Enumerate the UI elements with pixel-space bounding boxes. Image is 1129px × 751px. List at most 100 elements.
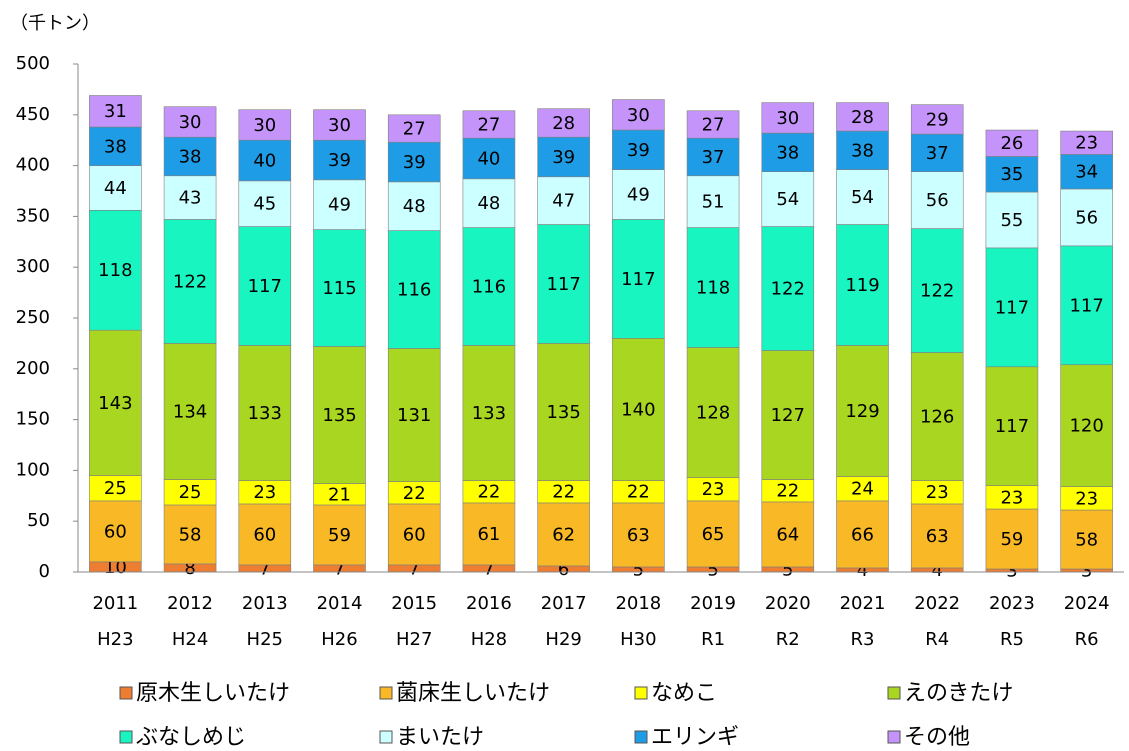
data-label: 47 — [552, 191, 575, 212]
bar-segment — [985, 247, 1039, 368]
data-label: 30 — [179, 112, 202, 133]
bar-segment — [537, 502, 590, 567]
bar-segment — [612, 502, 665, 568]
x-tick-label: 2021 — [840, 593, 886, 614]
bar-segment — [462, 345, 516, 481]
data-label: 120 — [1069, 416, 1103, 437]
bar-segment — [910, 171, 964, 229]
data-label: 51 — [702, 192, 725, 213]
bar-segment — [910, 503, 964, 569]
data-label: 26 — [1000, 133, 1023, 154]
data-label: 35 — [1000, 164, 1023, 185]
data-label: 23 — [1075, 133, 1098, 154]
bar-segment — [836, 224, 889, 346]
y-tick-label: 500 — [16, 53, 50, 74]
legend-label: まいたけ — [396, 725, 484, 750]
x-tick-label: 2011 — [92, 593, 138, 614]
x-tick-label: 2018 — [615, 593, 661, 614]
data-label: 22 — [403, 483, 426, 504]
bar-segment — [89, 95, 142, 128]
x-tick-label-era: R1 — [701, 629, 725, 650]
y-tick-label: 150 — [16, 409, 50, 430]
bar-segment — [761, 226, 815, 351]
data-label: 27 — [403, 119, 426, 140]
data-label: 38 — [179, 146, 202, 167]
bar-segment — [238, 226, 292, 346]
legend-swatch — [887, 686, 901, 700]
x-tick-label: 2015 — [391, 593, 437, 614]
data-label: 117 — [995, 297, 1029, 318]
bar-segment — [761, 501, 815, 568]
bar-segment — [313, 504, 366, 566]
data-label: 28 — [552, 113, 575, 134]
data-label: 119 — [845, 275, 879, 296]
bar-segment — [686, 137, 740, 177]
data-label: 118 — [98, 260, 132, 281]
data-label: 59 — [1000, 529, 1023, 550]
data-label: 30 — [776, 108, 799, 129]
data-label: 45 — [253, 194, 276, 215]
data-label: 27 — [702, 114, 725, 135]
bar-segment — [1060, 154, 1113, 190]
bar-segment — [686, 500, 740, 568]
data-label: 39 — [627, 140, 650, 161]
x-tick-label-era: R2 — [776, 629, 800, 650]
bar-segment — [761, 350, 815, 480]
data-label: 31 — [104, 101, 127, 122]
bar-segment — [163, 219, 217, 344]
data-label: 22 — [477, 482, 500, 503]
bar-segment — [238, 109, 292, 141]
data-label: 131 — [397, 405, 431, 426]
bar-segment — [313, 346, 366, 484]
legend-label: エリンギ — [651, 725, 739, 750]
data-label: 39 — [552, 147, 575, 168]
bar-segment — [537, 176, 590, 225]
data-label: 38 — [104, 136, 127, 157]
bar-segment — [612, 99, 665, 131]
x-tick-label-era: H30 — [620, 629, 656, 650]
x-tick-label: 2016 — [466, 593, 512, 614]
legend-swatch — [634, 730, 648, 744]
data-label: 118 — [696, 278, 730, 299]
legend-label: なめこ — [651, 681, 717, 706]
data-label: 54 — [851, 187, 874, 208]
legend-swatch — [379, 686, 393, 700]
data-label: 133 — [248, 403, 282, 424]
bar-segment — [686, 227, 740, 348]
data-label: 128 — [696, 402, 730, 423]
y-tick-label: 450 — [16, 104, 50, 125]
data-label: 65 — [702, 524, 725, 545]
bar-segment — [612, 129, 665, 170]
data-label: 62 — [552, 524, 575, 545]
x-tick-label-era: R5 — [1000, 629, 1024, 650]
bar-segment — [387, 348, 441, 482]
bar-segment — [163, 175, 217, 220]
x-tick-label-era: H28 — [471, 629, 507, 650]
data-label: 117 — [621, 269, 655, 290]
bar-segment — [761, 102, 815, 134]
bar-segment — [387, 503, 441, 566]
bar-segment — [686, 175, 740, 228]
y-tick-label: 0 — [39, 561, 50, 582]
bar-segment — [1060, 130, 1113, 155]
data-label: 38 — [851, 140, 874, 161]
bar-segment — [910, 352, 964, 481]
bar-segment — [836, 345, 889, 477]
data-label: 34 — [1075, 162, 1098, 183]
data-label: 5 — [633, 559, 644, 580]
bar-segment — [836, 102, 889, 132]
bar-segment — [686, 347, 740, 478]
data-label: 10 — [104, 557, 127, 578]
data-label: 59 — [328, 525, 351, 546]
data-label: 23 — [702, 479, 725, 500]
data-label: 58 — [1075, 529, 1098, 550]
data-label: 6 — [558, 559, 569, 580]
bar-segment — [89, 126, 142, 166]
data-label: 115 — [322, 278, 356, 299]
data-label: 39 — [328, 150, 351, 171]
data-label: 129 — [845, 401, 879, 422]
data-label: 48 — [403, 196, 426, 217]
data-label: 37 — [926, 143, 949, 164]
data-label: 49 — [328, 195, 351, 216]
data-label: 37 — [702, 147, 725, 168]
